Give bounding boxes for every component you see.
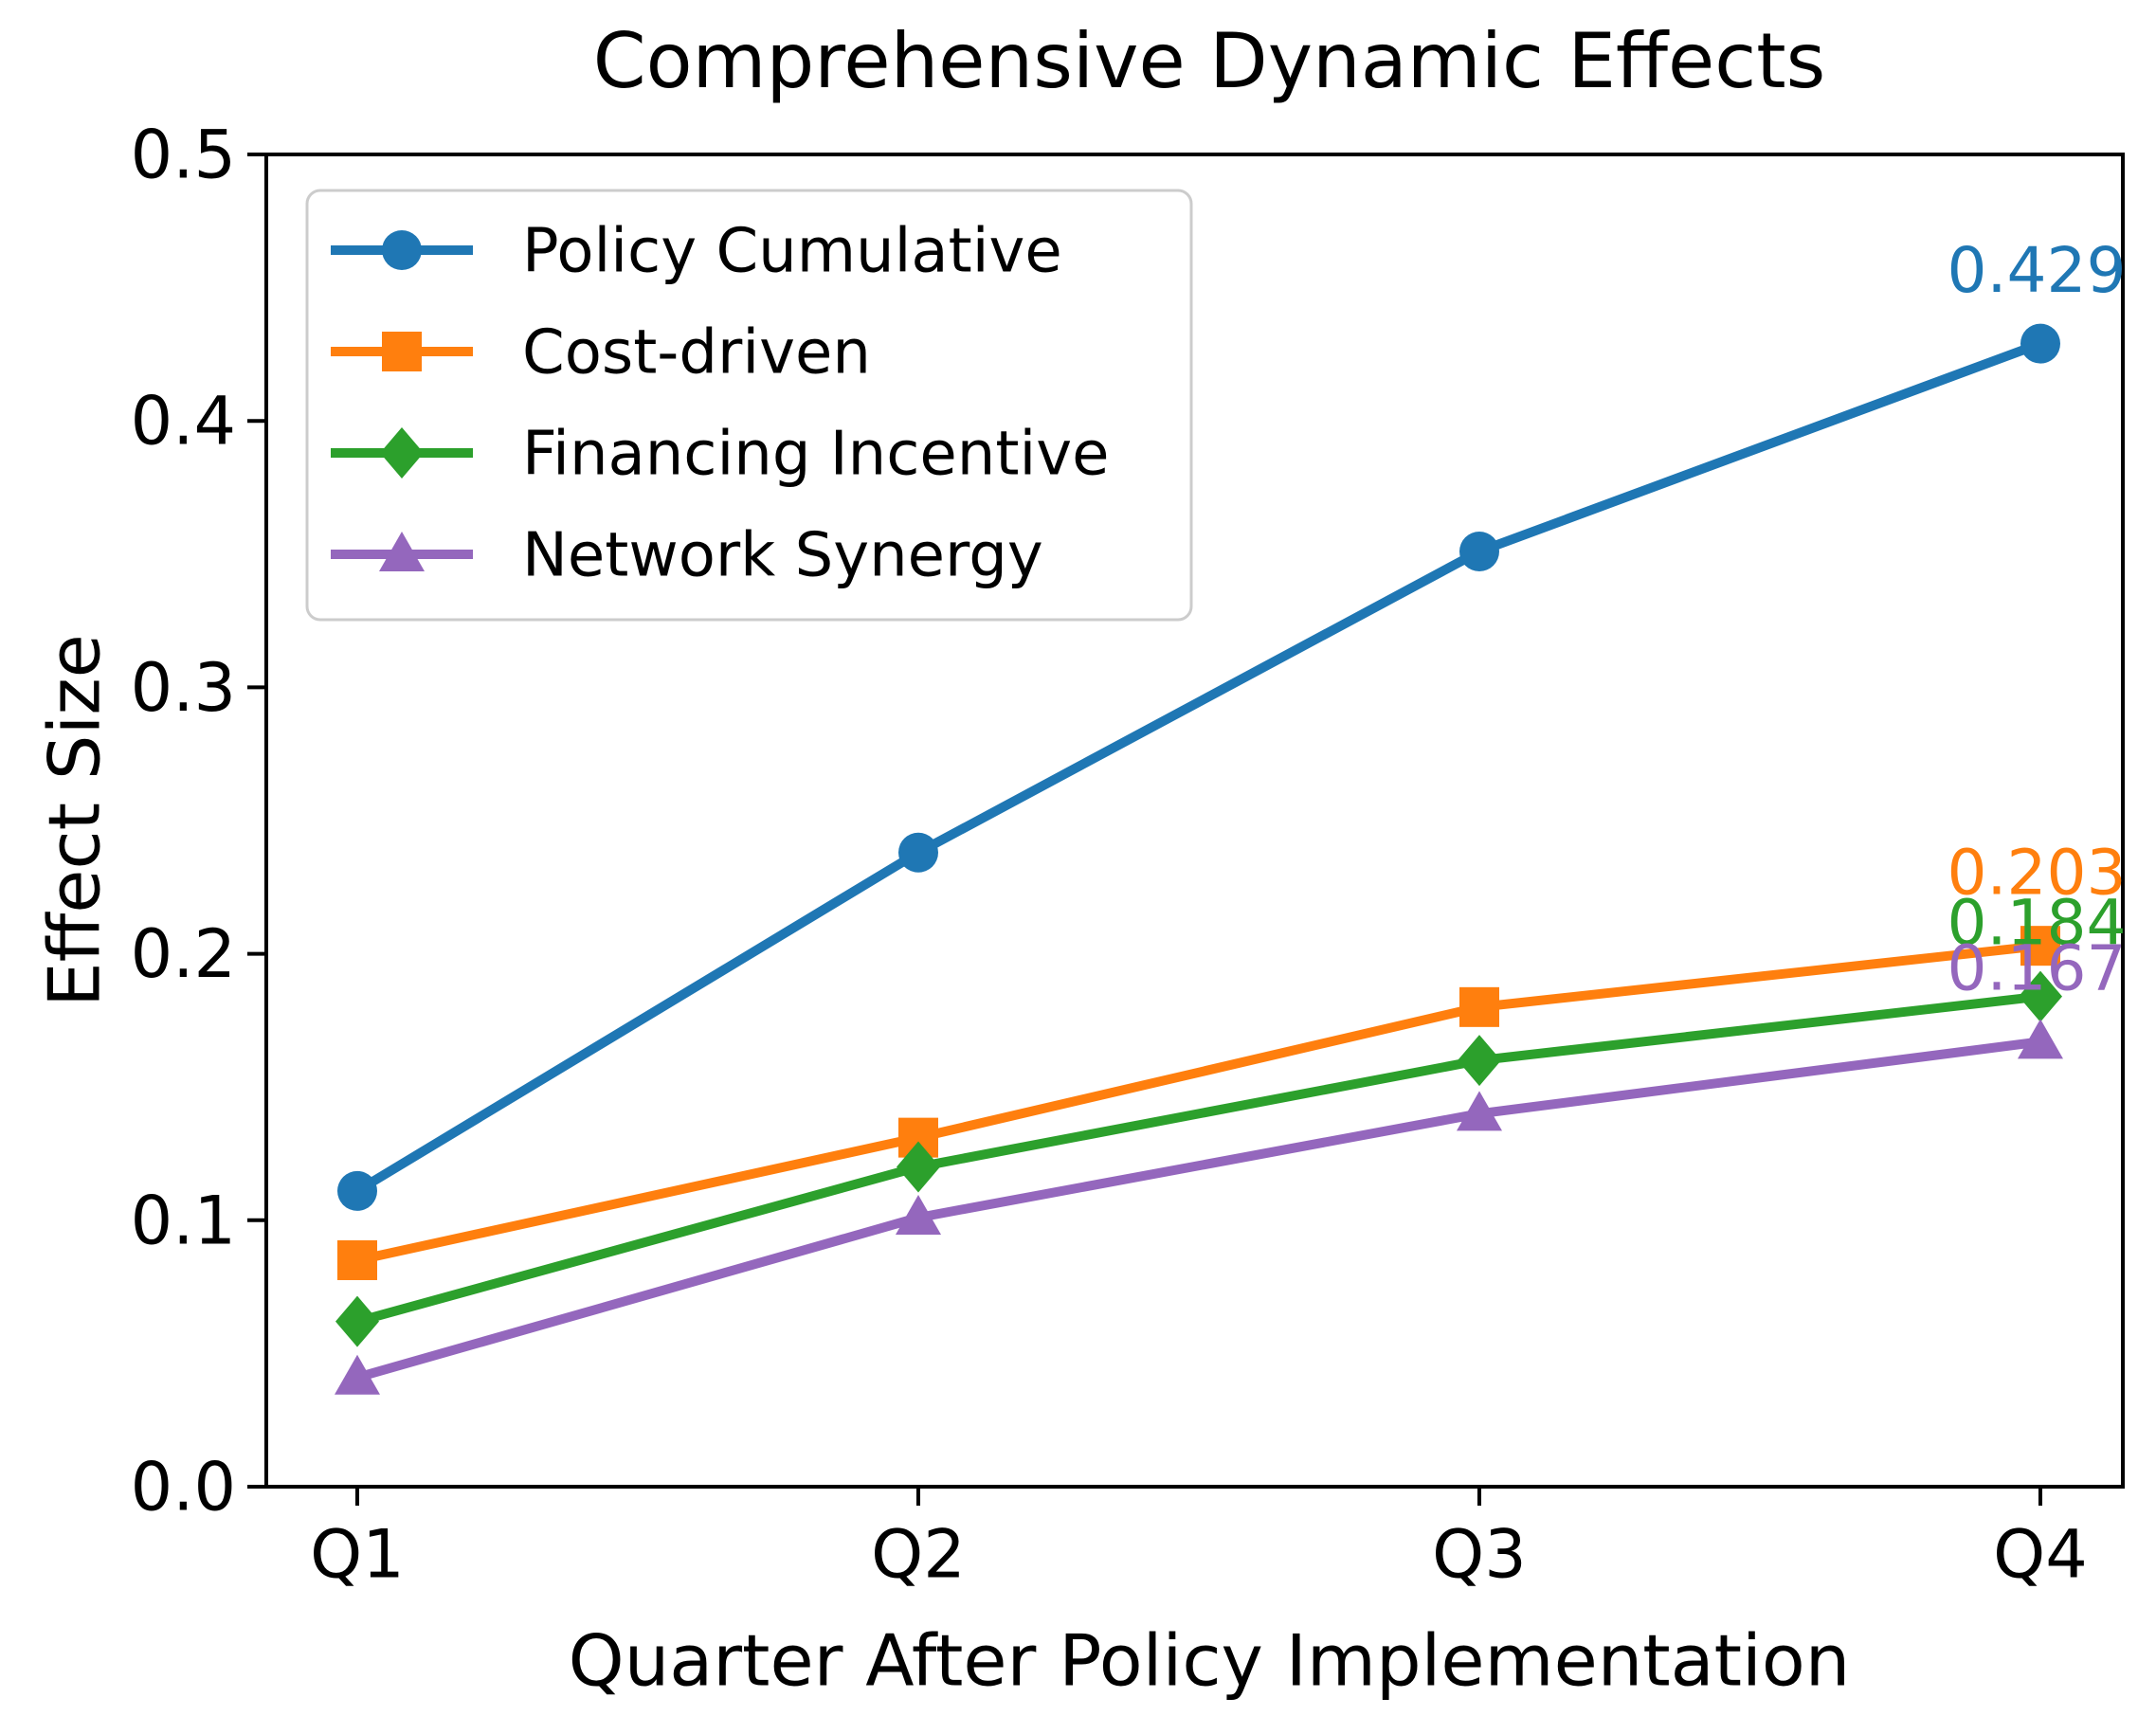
y-axis-tick-label: 0.4	[131, 383, 236, 461]
legend-item: Network Synergy	[331, 520, 1043, 590]
data-point-marker	[335, 1295, 379, 1347]
y-axis-tick-label: 0.2	[131, 915, 236, 993]
legend-label: Cost-driven	[522, 317, 871, 388]
data-point-marker	[1459, 531, 1499, 571]
x-axis-tick-label: Q3	[1432, 1516, 1527, 1594]
series-line	[353, 941, 2045, 1265]
legend-label: Financing Incentive	[522, 419, 1109, 489]
legend-item: Financing Incentive	[331, 419, 1109, 489]
legend-box	[305, 189, 1193, 622]
legend-marker	[379, 532, 425, 571]
legend-item: Policy Cumulative	[331, 216, 1062, 286]
legend-item: Cost-driven	[331, 317, 871, 388]
x-axis-tick-label: Q4	[1993, 1516, 2088, 1594]
series-line	[353, 1037, 2045, 1382]
plot-area: 0.0 0.1 0.2 0.3 0.4 0.5 Q1 Q2 Q3 Q4	[131, 117, 2125, 1594]
data-point-marker	[898, 832, 938, 873]
end-value-label: 0.184	[1948, 887, 2127, 960]
y-axis-tick-label: 0.5	[131, 117, 236, 194]
series-financing-incentive: 0.184	[335, 887, 2126, 1347]
data-point-marker	[2019, 970, 2062, 1022]
x-axis-tick-label: Q1	[310, 1516, 405, 1594]
data-point-marker	[337, 1239, 377, 1280]
x-axis-tick-label: Q2	[871, 1516, 966, 1594]
legend-label: Network Synergy	[522, 520, 1043, 590]
data-point-marker	[337, 1170, 377, 1211]
chart-title: Comprehensive Dynamic Effects	[593, 17, 1826, 105]
series-line	[353, 991, 2045, 1327]
y-axis-tick-label: 0.1	[131, 1182, 236, 1259]
legend-marker	[380, 427, 424, 479]
data-point-marker	[1457, 1091, 1502, 1131]
end-value-label: 0.429	[1948, 234, 2127, 307]
legend-marker	[382, 332, 422, 371]
y-axis-label: Effect Size	[32, 634, 116, 1007]
legend-label: Policy Cumulative	[522, 216, 1062, 286]
series-line	[353, 338, 2045, 1196]
legend: Policy Cumulative Cost-driven Financing In…	[305, 189, 1193, 622]
end-value-label: 0.167	[1948, 931, 2127, 1004]
data-point-marker	[1458, 1035, 1501, 1087]
x-axis-label: Quarter After Policy Implementation	[569, 1618, 1851, 1702]
data-point-marker	[335, 1354, 380, 1395]
data-point-marker	[2020, 926, 2060, 966]
data-point-marker	[897, 1141, 940, 1193]
end-value-label: 0.203	[1948, 836, 2127, 909]
series-cost-driven: 0.203	[337, 836, 2126, 1280]
series-network-synergy: 0.167	[335, 931, 2127, 1395]
legend-marker	[382, 230, 422, 270]
y-axis-tick-label: 0.3	[131, 649, 236, 727]
data-point-marker	[1459, 986, 1499, 1027]
data-point-marker	[896, 1194, 941, 1235]
data-point-marker	[2020, 323, 2060, 364]
series-policy-cumulative: 0.429	[337, 234, 2126, 1211]
y-axis-tick-label: 0.0	[131, 1449, 236, 1526]
data-point-marker	[2018, 1019, 2063, 1059]
plot-border	[264, 153, 2125, 1489]
